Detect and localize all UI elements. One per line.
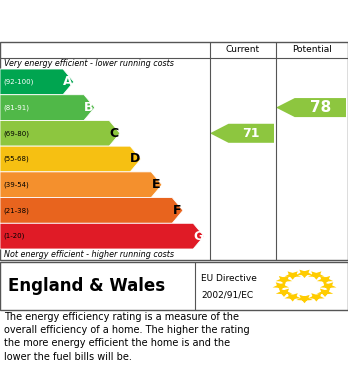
Text: D: D xyxy=(130,152,140,165)
Polygon shape xyxy=(284,271,301,280)
Text: (81-91): (81-91) xyxy=(3,104,29,111)
Polygon shape xyxy=(317,276,333,284)
Text: C: C xyxy=(110,127,119,140)
Text: A: A xyxy=(63,75,73,88)
Text: (21-38): (21-38) xyxy=(3,207,29,213)
Polygon shape xyxy=(317,289,333,297)
Text: G: G xyxy=(193,230,203,243)
Polygon shape xyxy=(0,197,183,223)
Polygon shape xyxy=(320,282,337,291)
Polygon shape xyxy=(0,146,141,172)
Text: E: E xyxy=(152,178,160,191)
Text: Potential: Potential xyxy=(292,45,332,54)
Text: EU Directive: EU Directive xyxy=(201,274,257,283)
Text: Very energy efficient - lower running costs: Very energy efficient - lower running co… xyxy=(4,59,174,68)
Polygon shape xyxy=(0,120,120,146)
Text: (92-100): (92-100) xyxy=(3,79,33,85)
Polygon shape xyxy=(0,172,162,197)
Polygon shape xyxy=(296,295,313,303)
Text: Current: Current xyxy=(226,45,260,54)
Text: Not energy efficient - higher running costs: Not energy efficient - higher running co… xyxy=(4,250,174,259)
Text: England & Wales: England & Wales xyxy=(8,277,165,295)
Polygon shape xyxy=(276,98,346,117)
Text: 78: 78 xyxy=(310,100,331,115)
Text: (39-54): (39-54) xyxy=(3,181,29,188)
Polygon shape xyxy=(0,95,95,120)
Text: (69-80): (69-80) xyxy=(3,130,29,136)
Text: Energy Efficiency Rating: Energy Efficiency Rating xyxy=(8,19,199,33)
Polygon shape xyxy=(276,289,292,297)
Polygon shape xyxy=(0,223,204,249)
Text: B: B xyxy=(84,101,94,114)
Text: (55-68): (55-68) xyxy=(3,156,29,162)
Text: 2002/91/EC: 2002/91/EC xyxy=(201,290,253,299)
Polygon shape xyxy=(308,293,325,301)
Polygon shape xyxy=(296,270,313,278)
Polygon shape xyxy=(284,293,301,301)
Polygon shape xyxy=(272,282,289,291)
Polygon shape xyxy=(276,276,292,284)
Text: (1-20): (1-20) xyxy=(3,233,24,239)
Text: F: F xyxy=(173,204,181,217)
Polygon shape xyxy=(210,124,274,143)
Text: The energy efficiency rating is a measure of the
overall efficiency of a home. T: The energy efficiency rating is a measur… xyxy=(4,312,250,362)
Text: 71: 71 xyxy=(243,127,260,140)
Polygon shape xyxy=(0,69,74,95)
Polygon shape xyxy=(308,271,325,280)
